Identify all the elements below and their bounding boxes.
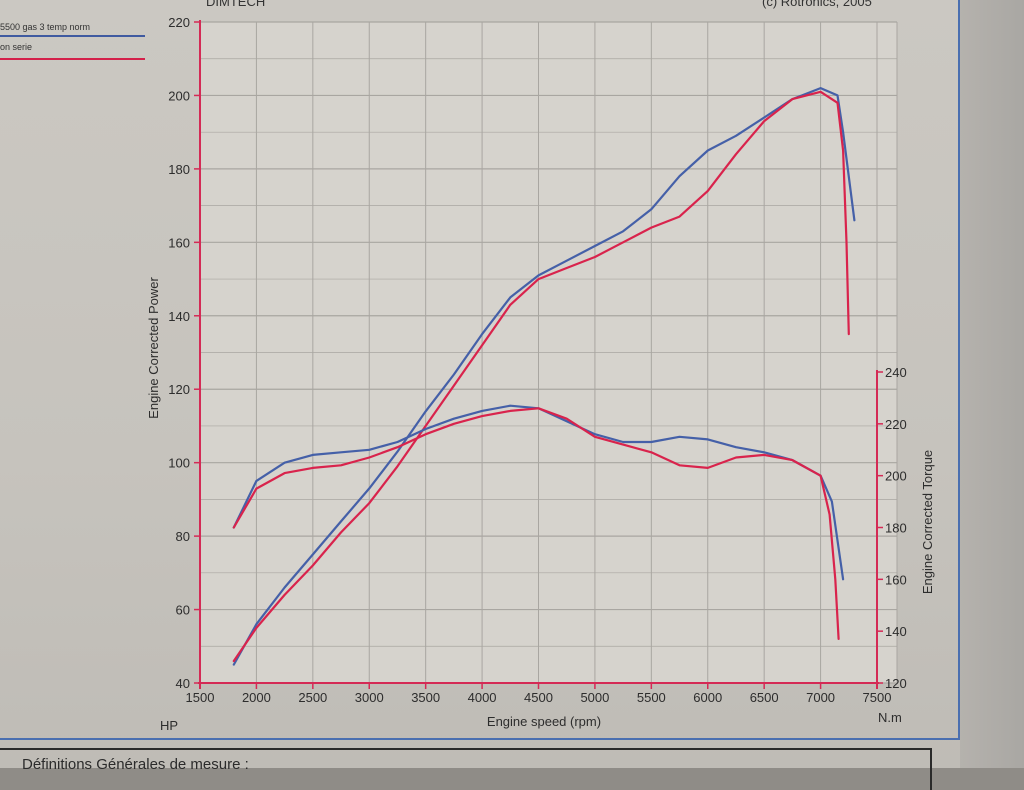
- legend-item-red-label: on serie: [0, 42, 33, 52]
- y-right-tick-label-220: 220: [885, 417, 907, 432]
- y-axis-left-unit: HP: [160, 718, 178, 733]
- legend-item-red-line: [0, 58, 145, 60]
- y-axis-left-title: Engine Corrected Power: [146, 277, 161, 419]
- x-tick-label-2000: 2000: [242, 690, 271, 705]
- y-right-tick-label-140: 140: [885, 624, 907, 639]
- y-left-tick-label-80: 80: [176, 529, 190, 544]
- x-tick-label-2500: 2500: [298, 690, 327, 705]
- frame-line-bottom: [0, 738, 960, 740]
- header-left-text: DIMTECH: [206, 0, 266, 9]
- y-left-tick-label-140: 140: [168, 309, 190, 324]
- x-tick-label-6000: 6000: [693, 690, 722, 705]
- x-tick-label-7000: 7000: [806, 690, 835, 705]
- x-tick-label-7500: 7500: [863, 690, 892, 705]
- legend-item-blue-line: [0, 35, 145, 37]
- y-left-tick-label-120: 120: [168, 382, 190, 397]
- x-tick-label-5000: 5000: [580, 690, 609, 705]
- y-axis-right-title: Engine Corrected Torque: [920, 450, 935, 594]
- y-left-tick-label-180: 180: [168, 162, 190, 177]
- y-right-tick-label-240: 240: [885, 365, 907, 380]
- x-tick-label-6500: 6500: [750, 690, 779, 705]
- chart-series: [232, 86, 856, 666]
- series-line-torque-red: [232, 407, 840, 641]
- y-left-tick-label-220: 220: [168, 15, 190, 30]
- y-left-tick-label-60: 60: [176, 603, 190, 618]
- y-axis-right-unit: N.m: [878, 710, 902, 725]
- y-right-tick-label-160: 160: [885, 572, 907, 587]
- y-left-tick-label-160: 160: [168, 235, 190, 250]
- x-tick-label-1500: 1500: [186, 690, 215, 705]
- x-tick-label-5500: 5500: [637, 690, 666, 705]
- paper-edge: [960, 0, 1024, 768]
- x-tick-label-4500: 4500: [524, 690, 553, 705]
- x-tick-label-3000: 3000: [355, 690, 384, 705]
- header-right-text: (c) Rotronics, 2005: [762, 0, 872, 9]
- chart-grid: [199, 21, 898, 684]
- y-right-tick-label-120: 120: [885, 676, 907, 691]
- y-left-tick-label-200: 200: [168, 88, 190, 103]
- y-left-tick-label-100: 100: [168, 456, 190, 471]
- y-right-tick-label-180: 180: [885, 521, 907, 536]
- y-right-tick-label-200: 200: [885, 469, 907, 484]
- y-left-tick-label-40: 40: [176, 676, 190, 691]
- series-line-power-red: [232, 90, 850, 663]
- chart-ticks: 1500 2000 2500 3000 3500 4000 4500 5000 5500 6000…: [168, 15, 906, 705]
- dyno-chart: 1500 2000 2500 3000 3500 4000 4500 5000 5500 6000…: [146, 15, 935, 733]
- x-axis-title: Engine speed (rpm): [487, 714, 601, 729]
- x-tick-label-4000: 4000: [468, 690, 497, 705]
- frame-line-right: [958, 0, 960, 740]
- x-tick-label-3500: 3500: [411, 690, 440, 705]
- legend-item-blue-label: 5500 gas 3 temp norm: [0, 22, 91, 32]
- footer-text: Définitions Générales de mesure :: [22, 756, 249, 773]
